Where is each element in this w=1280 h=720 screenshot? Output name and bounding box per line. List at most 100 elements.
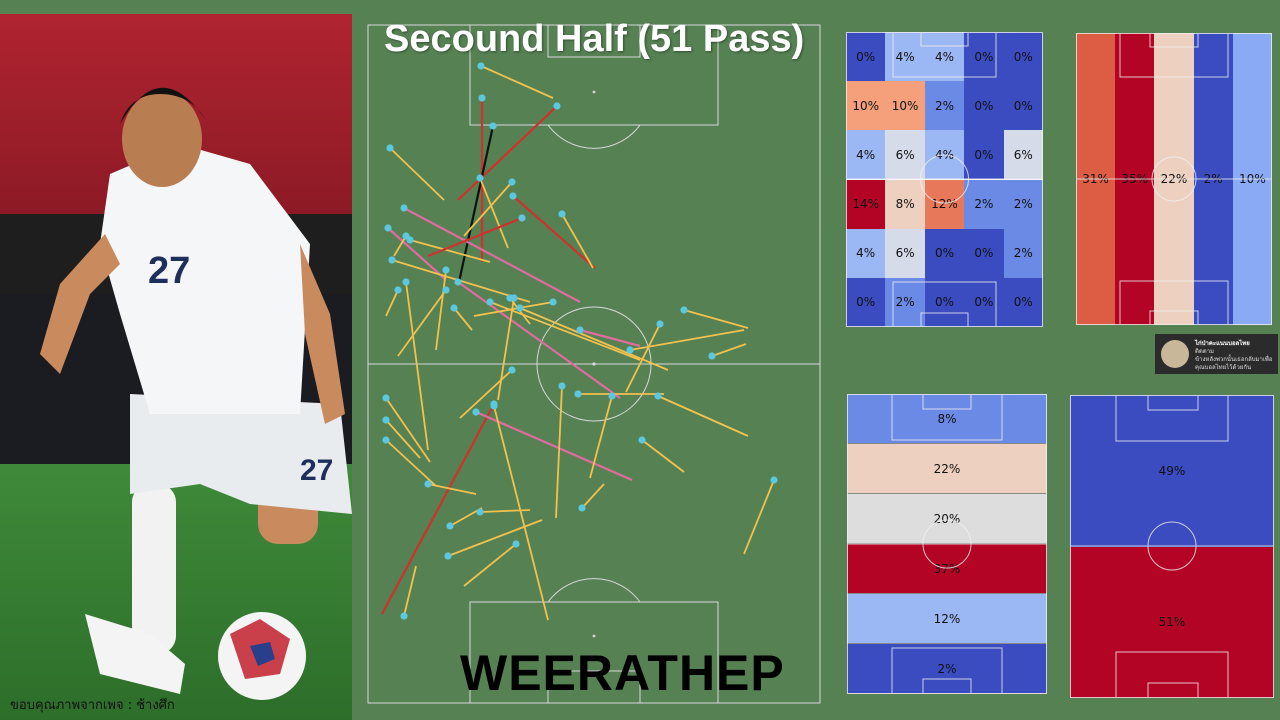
pass-start-dot	[472, 408, 480, 416]
pass-line	[641, 439, 685, 473]
zone-cell: 6%	[1003, 130, 1043, 180]
pass-line	[493, 405, 549, 621]
pass-line	[473, 301, 554, 317]
zone-cell: 8%	[885, 179, 925, 229]
zone-cell: 4%	[846, 130, 886, 180]
zone-cell: 0%	[964, 32, 1004, 82]
half-cell: 51%	[1070, 546, 1274, 698]
pass-start-dot	[608, 392, 616, 400]
pass-start-dot	[576, 326, 584, 334]
pass-start-dot	[476, 508, 484, 516]
zone-grid-heatmap: 0% 4% 4% 0% 0% 10% 10% 2% 0% 0% 4% 6% 4% 0% 6% 14% 8% 12%…	[846, 32, 1043, 327]
pass-line	[555, 385, 563, 519]
pass-start-dot	[490, 402, 498, 410]
pass-start-dot	[516, 304, 524, 312]
pass-start-dot	[549, 298, 557, 306]
zone-grid-pitch-lines	[846, 32, 1043, 327]
pass-start-dot	[553, 102, 561, 110]
zone-cell: 4%	[846, 228, 886, 278]
pass-start-dot	[680, 306, 688, 314]
vertical-lanes-pitch-lines	[1076, 33, 1272, 325]
pass-start-dot	[574, 390, 582, 398]
pass-line	[512, 195, 596, 269]
band-cell: 12%	[847, 594, 1047, 644]
pass-line	[381, 403, 495, 615]
zone-cell: 0%	[846, 277, 886, 327]
pass-start-dot	[442, 286, 450, 294]
pass-line	[457, 125, 495, 283]
pass-line	[561, 213, 594, 269]
pass-line	[579, 328, 641, 348]
pass-line	[385, 439, 437, 487]
chart-title: Secound Half (51 Pass)	[384, 18, 805, 60]
zone-cell: 0%	[846, 32, 886, 82]
pass-line	[625, 323, 661, 393]
pass-start-dot	[656, 320, 664, 328]
pass-line	[519, 307, 669, 371]
pass-start-dot	[400, 204, 408, 212]
pass-line	[463, 543, 517, 587]
player-photo: 27 27	[0, 14, 352, 720]
pass-start-dot	[476, 174, 484, 182]
zone-cell: 0%	[964, 277, 1004, 327]
pass-start-dot	[654, 392, 662, 400]
pass-start-dot	[382, 394, 390, 402]
pass-start-dot	[402, 232, 410, 240]
zone-cell: 2%	[924, 81, 965, 131]
zone-cell: 10%	[846, 81, 886, 131]
pass-line	[581, 483, 605, 509]
zone-cell: 0%	[1003, 81, 1043, 131]
pass-line	[405, 281, 429, 451]
pass-line	[629, 329, 745, 351]
zone-cell: 10%	[885, 81, 925, 131]
pass-start-dot	[708, 352, 716, 360]
promo-avatar	[1161, 340, 1189, 368]
pass-start-dot	[454, 278, 462, 286]
pass-start-dot	[382, 416, 390, 424]
band-cell: 20%	[847, 494, 1047, 544]
promo-badge[interactable]: ไก่ป่าคะแนนบอลไทย ติดตาม ข้างหลังพวกนั้น…	[1155, 334, 1278, 374]
pass-line	[489, 301, 641, 361]
zone-cell: 0%	[1003, 277, 1043, 327]
horizontal-bands-heatmap: 8% 22% 20% 37% 12% 2%	[847, 394, 1047, 694]
pass-line	[683, 309, 749, 329]
pass-start-dot	[478, 94, 486, 102]
pass-line	[589, 395, 613, 479]
player-name: WEERATHEP	[460, 645, 785, 701]
halves-heatmap: 49% 51%	[1070, 395, 1274, 698]
zone-cell: 6%	[885, 228, 925, 278]
pass-start-dot	[424, 480, 432, 488]
pass-start-dot	[558, 210, 566, 218]
pass-start-dot	[489, 122, 497, 130]
pass-start-dot	[508, 366, 516, 374]
pass-line	[447, 519, 543, 557]
pass-start-dot	[578, 504, 586, 512]
pass-start-dot	[450, 304, 458, 312]
pass-line	[427, 216, 523, 258]
zone-cell: 6%	[885, 130, 925, 180]
horizontal-bands-pitch-lines	[847, 394, 1047, 694]
zone-cell: 4%	[885, 32, 925, 82]
pass-start-dot	[388, 256, 396, 264]
pass-start-dot	[386, 144, 394, 152]
half-cell: 49%	[1070, 395, 1274, 547]
pass-line	[385, 289, 399, 317]
halves-pitch-lines	[1070, 395, 1274, 698]
shorts-number: 27	[300, 454, 334, 487]
pass-line	[435, 269, 447, 351]
pass-start-dot	[486, 298, 494, 306]
promo-follow: ติดตาม	[1195, 348, 1215, 355]
pass-line	[457, 105, 558, 201]
zone-cell: 2%	[885, 277, 925, 327]
band-cell: 8%	[847, 394, 1047, 444]
pass-start-dot	[400, 612, 408, 620]
pass-line	[385, 397, 431, 463]
zone-cell: 4%	[924, 32, 965, 82]
pass-line	[480, 65, 554, 99]
pass-start-dot	[770, 476, 778, 484]
pass-line	[459, 369, 513, 419]
zone-cell: 0%	[924, 228, 965, 278]
pass-line	[475, 410, 633, 482]
pass-line	[403, 565, 417, 617]
promo-text: ข้างหลังพวกนั้นเธอกลับมาเพื่อคุณบอลไทยไว…	[1195, 356, 1273, 371]
